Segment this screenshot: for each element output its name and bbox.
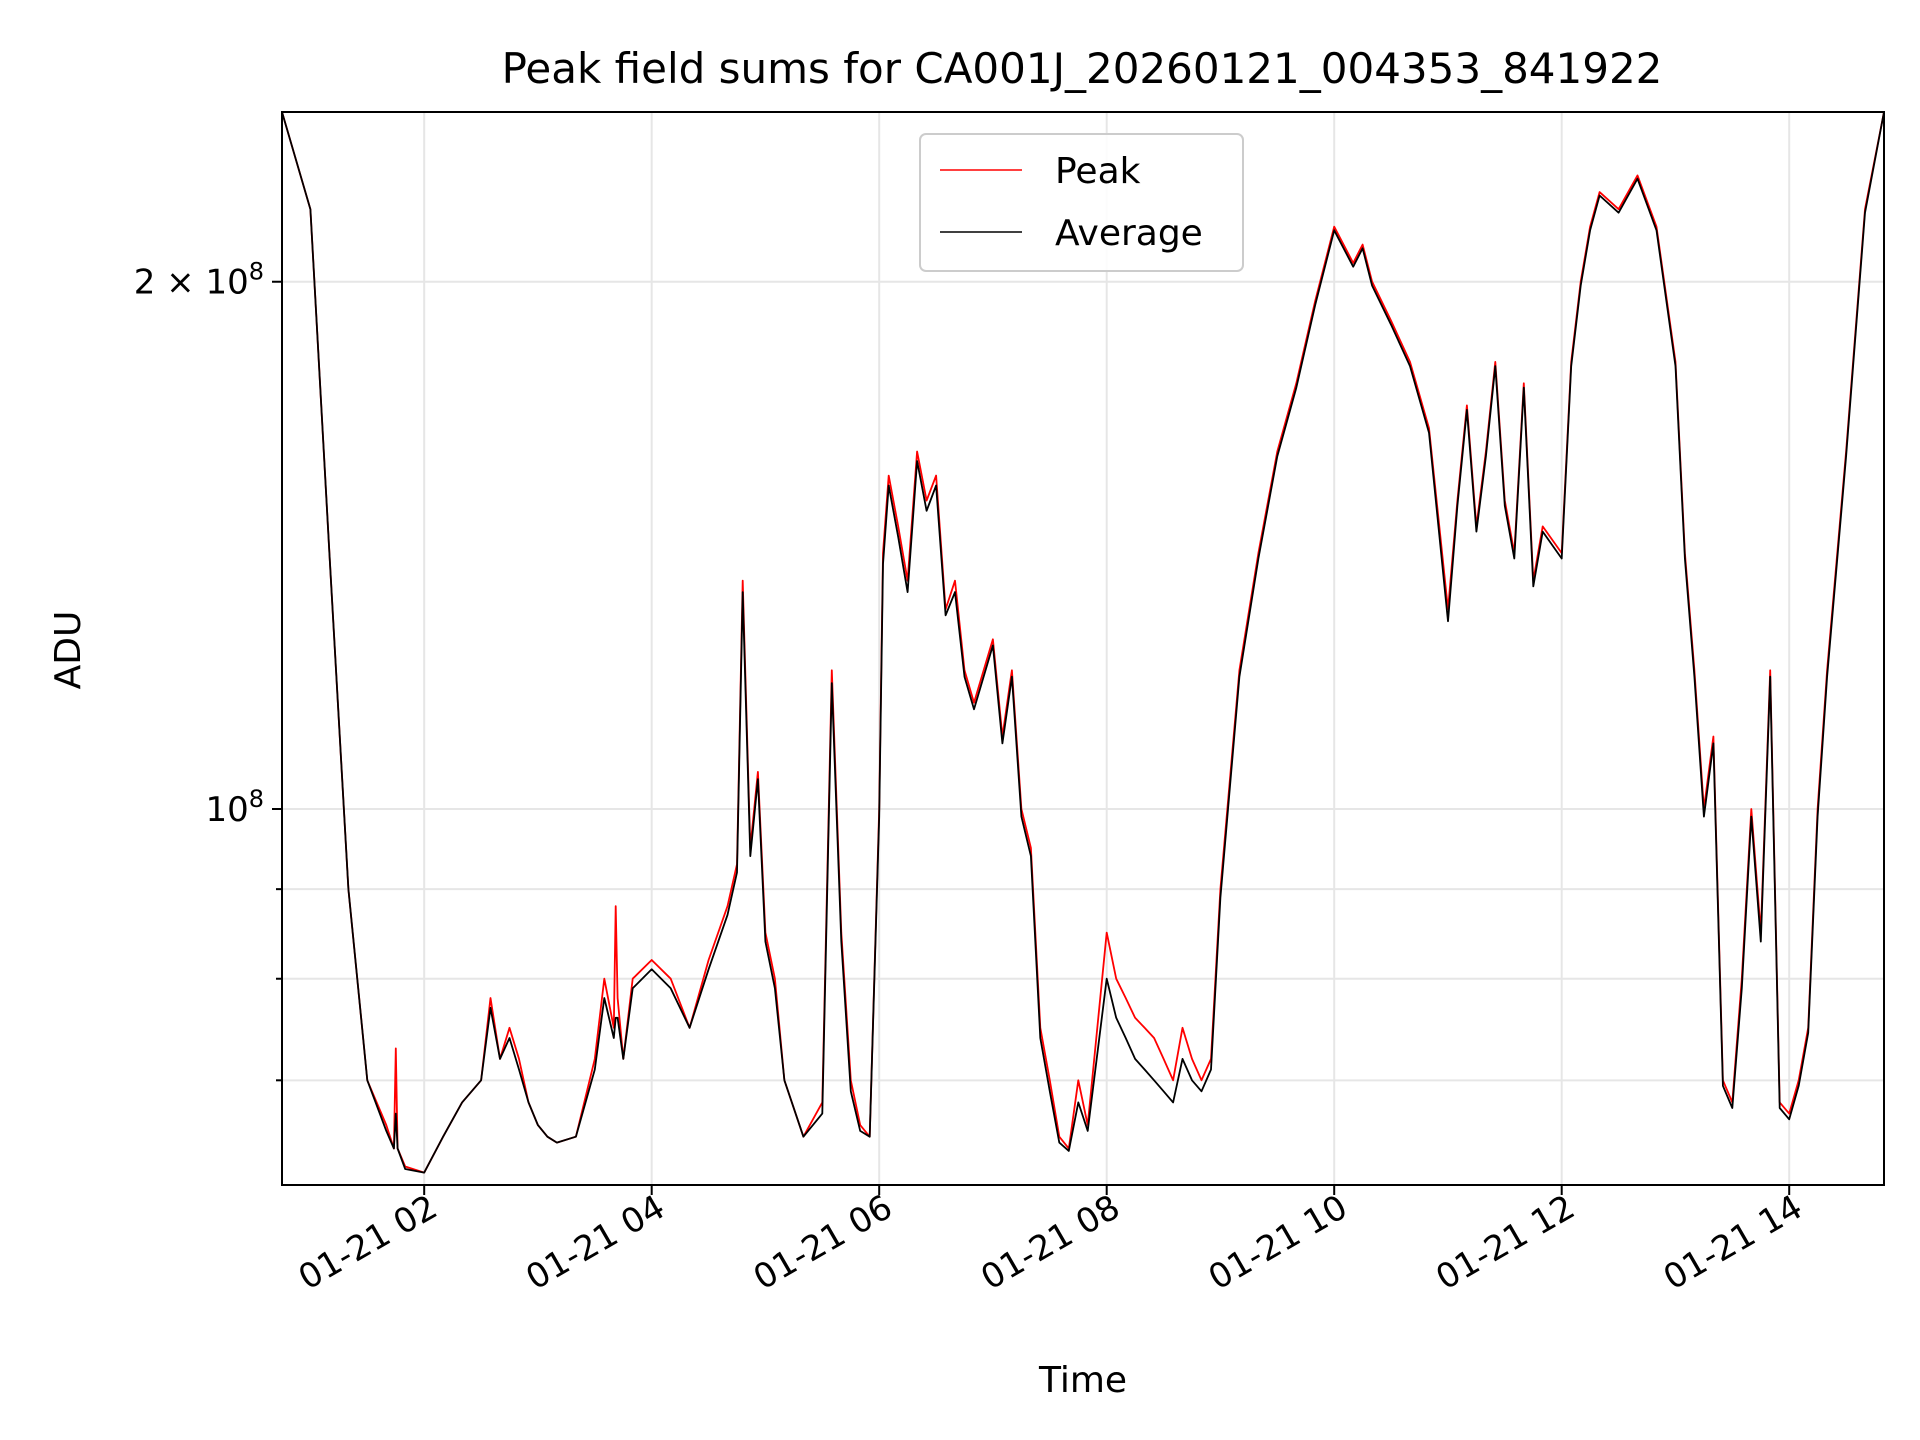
y-axis-label: ADU [48,611,89,690]
y-tick-label: 2 × 108 [134,258,264,303]
chart-title: Peak field sums for CA001J_20260121_0043… [502,44,1663,93]
y-tick-label: 108 [205,785,264,830]
grid [282,112,1884,1185]
legend: Peak Average [919,133,1244,272]
y-axis-ticks: 108 2 × 108 [134,258,282,1082]
legend-peak-label: Peak [1055,151,1141,192]
series-layer [282,112,1884,1174]
legend-box [919,133,1244,272]
x-axis-label: Time [1038,1360,1127,1401]
series-line-average [282,112,1884,1174]
legend-average-label: Average [1055,213,1203,254]
series-line-peak [282,112,1884,1174]
axes-frame [281,111,1885,1186]
